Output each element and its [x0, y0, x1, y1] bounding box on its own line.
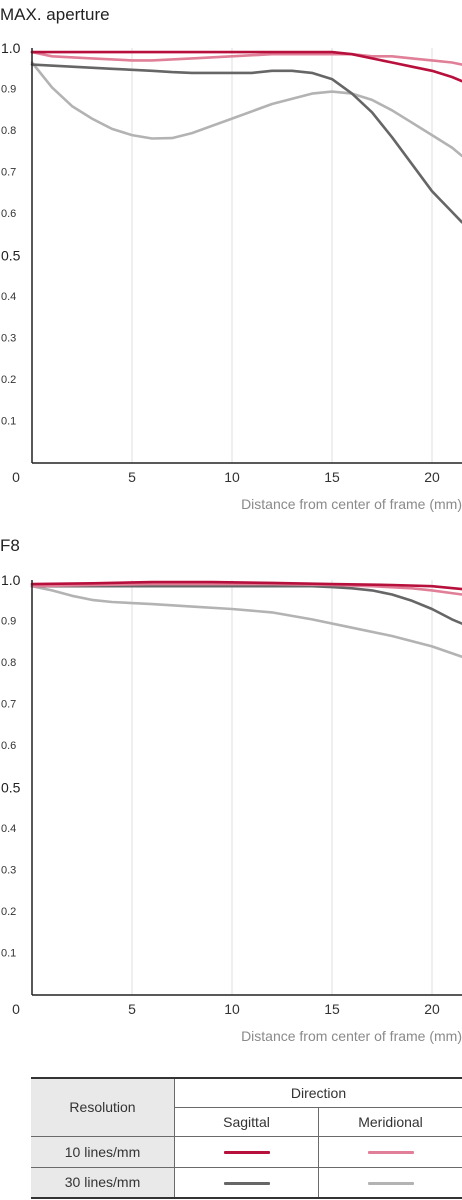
- y-tick-label: 0.8: [1, 125, 16, 137]
- x-tick-label: 0: [12, 1001, 20, 1017]
- legend-row: 30 lines/mm: [31, 1166, 462, 1199]
- y-tick-label: 0.1: [1, 416, 16, 428]
- legend-direction-header: Direction: [174, 1077, 462, 1108]
- x-axis-label: Distance from center of frame (mm): [241, 1028, 462, 1044]
- y-tick-label: 0.2: [1, 906, 16, 918]
- legend-swatch-cell: [318, 1166, 462, 1199]
- y-tick-label: 0.1: [1, 948, 16, 960]
- y-tick-label: 0.3: [1, 333, 16, 345]
- y-tick-label: 0.4: [1, 291, 16, 303]
- x-tick-label: 15: [324, 1001, 340, 1017]
- y-tick-label: 1.0: [1, 40, 21, 56]
- y-tick-label: 0.9: [1, 616, 16, 628]
- legend-swatch-meridional-10: [367, 1151, 414, 1155]
- y-tick-label: 0.8: [1, 657, 16, 669]
- y-tick-label: 1.0: [1, 572, 21, 588]
- y-tick-label: 0.3: [1, 865, 16, 877]
- series-line-sag10: [30, 580, 462, 591]
- legend-swatch-cell: [318, 1135, 462, 1168]
- x-tick-label: 5: [128, 1001, 136, 1017]
- y-tick-label: 0.6: [1, 208, 16, 220]
- legend-row-label: 10 lines/mm: [31, 1135, 175, 1168]
- series-line-sag30: [30, 584, 462, 625]
- chart-title: F8: [0, 536, 20, 555]
- y-tick-label: 0.5: [1, 248, 21, 264]
- x-tick-label: 20: [424, 469, 440, 485]
- chart-max-aperture: MAX. aperture 0.1 0.2 0.3 0.4 0.5 0.6 0.7 0.8 0.…: [0, 0, 462, 520]
- legend-swatch-cell: [174, 1135, 319, 1168]
- y-tick-label: 0.6: [1, 740, 16, 752]
- series-line-mer30: [30, 584, 462, 659]
- y-tick-label: 0.5: [1, 780, 21, 796]
- x-tick-label: 0: [12, 469, 20, 485]
- x-tick-label: 10: [224, 469, 240, 485]
- series-line-mer30: [30, 61, 462, 158]
- series-line-mer10: [30, 50, 462, 66]
- legend-resolution-header: Resolution: [31, 1077, 175, 1137]
- mtf-chart-svg: 0.1 0.2 0.3 0.4 0.5 0.6 0.7 0.8 0.9 1.0 0 5 10 15 20 Di…: [1, 40, 462, 512]
- legend-swatch-cell: [174, 1166, 319, 1199]
- legend-row-label: 30 lines/mm: [31, 1166, 175, 1199]
- legend-swatch-sagittal-10: [223, 1151, 270, 1155]
- y-tick-label: 0.9: [1, 84, 16, 96]
- legend-swatch-sagittal-30: [223, 1182, 270, 1186]
- legend-row: 10 lines/mm: [31, 1135, 462, 1168]
- y-tick-label: 0.7: [1, 167, 16, 179]
- x-tick-label: 20: [424, 1001, 440, 1017]
- series-line-sag30: [30, 63, 462, 224]
- legend-swatch-meridional-30: [367, 1182, 414, 1186]
- legend-meridional-header: Meridional: [318, 1106, 462, 1137]
- y-tick-label: 0.4: [1, 823, 16, 835]
- chart-title: MAX. aperture: [0, 5, 110, 24]
- x-tick-label: 15: [324, 469, 340, 485]
- mtf-chart-svg: 0.1 0.2 0.3 0.4 0.5 0.6 0.7 0.8 0.9 1.0 0 5 10 15 20 Di…: [1, 572, 462, 1044]
- x-axis-label: Distance from center of frame (mm): [241, 496, 462, 512]
- y-tick-label: 0.2: [1, 374, 16, 386]
- x-tick-label: 10: [224, 1001, 240, 1017]
- chart-f8: F8 0.1 0.2 0.3 0.4 0.5 0.6 0.7 0.8 0.9 1.0 0 5 10 15 2…: [0, 532, 462, 1052]
- y-tick-label: 0.7: [1, 699, 16, 711]
- x-tick-label: 5: [128, 469, 136, 485]
- series-line-sag10: [30, 50, 462, 83]
- legend-sagittal-header: Sagittal: [174, 1106, 319, 1137]
- legend-table: Resolution Direction Sagittal Meridional…: [31, 1077, 462, 1199]
